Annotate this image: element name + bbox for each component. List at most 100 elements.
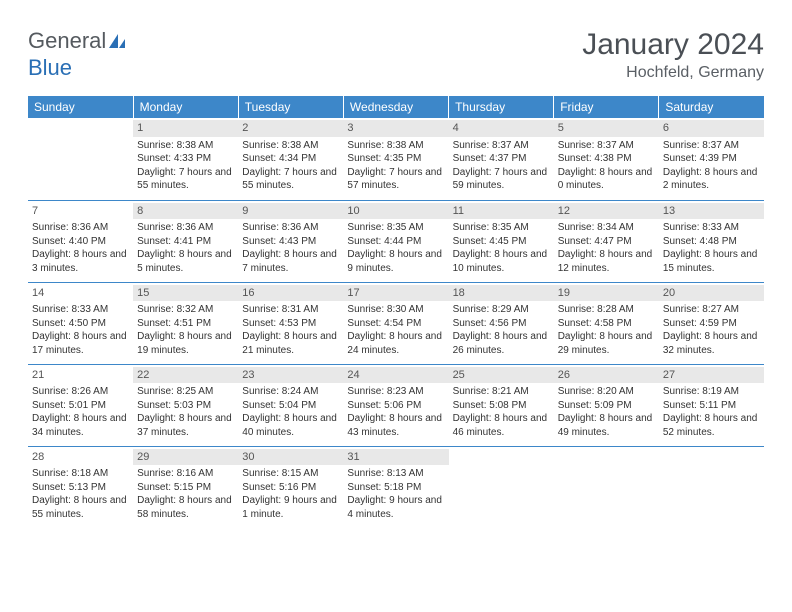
sunset-line: Sunset: 4:43 PM <box>242 235 339 249</box>
calendar-cell: 7Sunrise: 8:36 AMSunset: 4:40 PMDaylight… <box>28 200 133 282</box>
sunset-line: Sunset: 4:37 PM <box>453 152 550 166</box>
calendar-cell: 19Sunrise: 8:28 AMSunset: 4:58 PMDayligh… <box>554 282 659 364</box>
calendar-cell: 20Sunrise: 8:27 AMSunset: 4:59 PMDayligh… <box>659 282 764 364</box>
day-number-row: 23 <box>238 367 343 384</box>
day-number-row: 29 <box>133 449 238 466</box>
day-number: 16 <box>242 287 254 299</box>
day-number: 7 <box>32 205 38 217</box>
day-body: Sunrise: 8:35 AMSunset: 4:44 PMDaylight:… <box>347 221 444 275</box>
sunrise-line: Sunrise: 8:15 AM <box>242 467 339 481</box>
day-body: Sunrise: 8:13 AMSunset: 5:18 PMDaylight:… <box>347 467 444 521</box>
sunset-line: Sunset: 5:11 PM <box>663 399 760 413</box>
daylight-line: Daylight: 8 hours and 34 minutes. <box>32 412 129 439</box>
sunset-line: Sunset: 4:38 PM <box>558 152 655 166</box>
sunset-line: Sunset: 4:54 PM <box>347 317 444 331</box>
calendar-cell: 12Sunrise: 8:34 AMSunset: 4:47 PMDayligh… <box>554 200 659 282</box>
sunrise-line: Sunrise: 8:13 AM <box>347 467 444 481</box>
daylight-line: Daylight: 8 hours and 49 minutes. <box>558 412 655 439</box>
sunrise-line: Sunrise: 8:37 AM <box>558 139 655 153</box>
calendar-cell: 6Sunrise: 8:37 AMSunset: 4:39 PMDaylight… <box>659 118 764 200</box>
day-number-row: 18 <box>449 285 554 302</box>
page-title: January 2024 <box>582 28 764 62</box>
day-number-row: 22 <box>133 367 238 384</box>
sunset-line: Sunset: 5:18 PM <box>347 481 444 495</box>
day-body: Sunrise: 8:36 AMSunset: 4:41 PMDaylight:… <box>137 221 234 275</box>
daylight-line: Daylight: 8 hours and 17 minutes. <box>32 330 129 357</box>
day-body: Sunrise: 8:16 AMSunset: 5:15 PMDaylight:… <box>137 467 234 521</box>
day-number: 2 <box>242 122 248 134</box>
title-block: January 2024 Hochfeld, Germany <box>582 28 764 82</box>
day-number-row: 10 <box>343 203 448 220</box>
day-number: 13 <box>663 205 675 217</box>
sunset-line: Sunset: 4:33 PM <box>137 152 234 166</box>
sunset-line: Sunset: 4:35 PM <box>347 152 444 166</box>
day-body: Sunrise: 8:25 AMSunset: 5:03 PMDaylight:… <box>137 385 234 439</box>
header: GeneralBlue January 2024 Hochfeld, Germa… <box>28 28 764 82</box>
day-body: Sunrise: 8:36 AMSunset: 4:43 PMDaylight:… <box>242 221 339 275</box>
calendar-cell: 5Sunrise: 8:37 AMSunset: 4:38 PMDaylight… <box>554 118 659 200</box>
calendar-cell: 3Sunrise: 8:38 AMSunset: 4:35 PMDaylight… <box>343 118 448 200</box>
calendar-cell: 11Sunrise: 8:35 AMSunset: 4:45 PMDayligh… <box>449 200 554 282</box>
logo-text: GeneralBlue <box>28 28 126 81</box>
day-number-row: 31 <box>343 449 448 466</box>
weekday-header: Thursday <box>449 96 554 118</box>
calendar-cell: 10Sunrise: 8:35 AMSunset: 4:44 PMDayligh… <box>343 200 448 282</box>
sunset-line: Sunset: 5:09 PM <box>558 399 655 413</box>
sunrise-line: Sunrise: 8:35 AM <box>347 221 444 235</box>
day-number-row: 21 <box>28 367 133 384</box>
sunrise-line: Sunrise: 8:23 AM <box>347 385 444 399</box>
sunrise-line: Sunrise: 8:38 AM <box>347 139 444 153</box>
day-number-row: 26 <box>554 367 659 384</box>
calendar-week-row: 28Sunrise: 8:18 AMSunset: 5:13 PMDayligh… <box>28 446 764 528</box>
calendar-cell: 21 Sunrise: 8:26 AMSunset: 5:01 PMDayligh… <box>28 364 133 446</box>
daylight-line: Daylight: 8 hours and 37 minutes. <box>137 412 234 439</box>
sunset-line: Sunset: 4:58 PM <box>558 317 655 331</box>
sunset-line: Sunset: 4:45 PM <box>453 235 550 249</box>
daylight-line: Daylight: 8 hours and 29 minutes. <box>558 330 655 357</box>
sunset-line: Sunset: 4:48 PM <box>663 235 760 249</box>
calendar-cell: 30Sunrise: 8:15 AMSunset: 5:16 PMDayligh… <box>238 446 343 528</box>
sunrise-line: Sunrise: 8:37 AM <box>453 139 550 153</box>
day-number-row: 20 <box>659 285 764 302</box>
daylight-line: Daylight: 9 hours and 1 minute. <box>242 494 339 521</box>
day-body: Sunrise: 8:37 AMSunset: 4:38 PMDaylight:… <box>558 139 655 193</box>
sunset-line: Sunset: 4:56 PM <box>453 317 550 331</box>
sunrise-line: Sunrise: 8:25 AM <box>137 385 234 399</box>
calendar-cell: 26Sunrise: 8:20 AMSunset: 5:09 PMDayligh… <box>554 364 659 446</box>
daylight-line: Daylight: 8 hours and 5 minutes. <box>137 248 234 275</box>
day-number: 21 <box>32 369 44 381</box>
day-body: Sunrise: 8:33 AMSunset: 4:48 PMDaylight:… <box>663 221 760 275</box>
day-number-row: 28 <box>28 449 133 466</box>
daylight-line: Daylight: 8 hours and 3 minutes. <box>32 248 129 275</box>
sunrise-line: Sunrise: 8:16 AM <box>137 467 234 481</box>
day-number: 25 <box>453 369 465 381</box>
sunset-line: Sunset: 5:16 PM <box>242 481 339 495</box>
logo: GeneralBlue <box>28 28 126 81</box>
sunrise-line: Sunrise: 8:37 AM <box>663 139 760 153</box>
sunrise-line: Sunrise: 8:31 AM <box>242 303 339 317</box>
day-body: Sunrise: 8:23 AMSunset: 5:06 PMDaylight:… <box>347 385 444 439</box>
day-number-row: 9 <box>238 203 343 220</box>
sunset-line: Sunset: 5:15 PM <box>137 481 234 495</box>
day-number-row: 15 <box>133 285 238 302</box>
calendar-cell <box>659 446 764 528</box>
sunset-line: Sunset: 5:04 PM <box>242 399 339 413</box>
daylight-line: Daylight: 8 hours and 43 minutes. <box>347 412 444 439</box>
day-number: 11 <box>453 205 464 217</box>
calendar-week-row: 14Sunrise: 8:33 AMSunset: 4:50 PMDayligh… <box>28 282 764 364</box>
daylight-line: Daylight: 7 hours and 59 minutes. <box>453 166 550 193</box>
day-number-row: 24 <box>343 367 448 384</box>
day-number-row: 27 <box>659 367 764 384</box>
daylight-line: Daylight: 8 hours and 52 minutes. <box>663 412 760 439</box>
day-number: 29 <box>137 451 149 463</box>
daylight-line: Daylight: 8 hours and 21 minutes. <box>242 330 339 357</box>
day-number: 19 <box>558 287 570 299</box>
day-number-row: 19 <box>554 285 659 302</box>
calendar-cell: 13 Sunrise: 8:33 AMSunset: 4:48 PMDayligh… <box>659 200 764 282</box>
day-body: Sunrise: 8:26 AMSunset: 5:01 PMDaylight:… <box>32 385 129 439</box>
day-body: Sunrise: 8:34 AMSunset: 4:47 PMDaylight:… <box>558 221 655 275</box>
daylight-line: Daylight: 8 hours and 7 minutes. <box>242 248 339 275</box>
day-number: 26 <box>558 369 570 381</box>
sunrise-line: Sunrise: 8:33 AM <box>32 303 129 317</box>
day-number-row: 7 <box>28 203 133 220</box>
